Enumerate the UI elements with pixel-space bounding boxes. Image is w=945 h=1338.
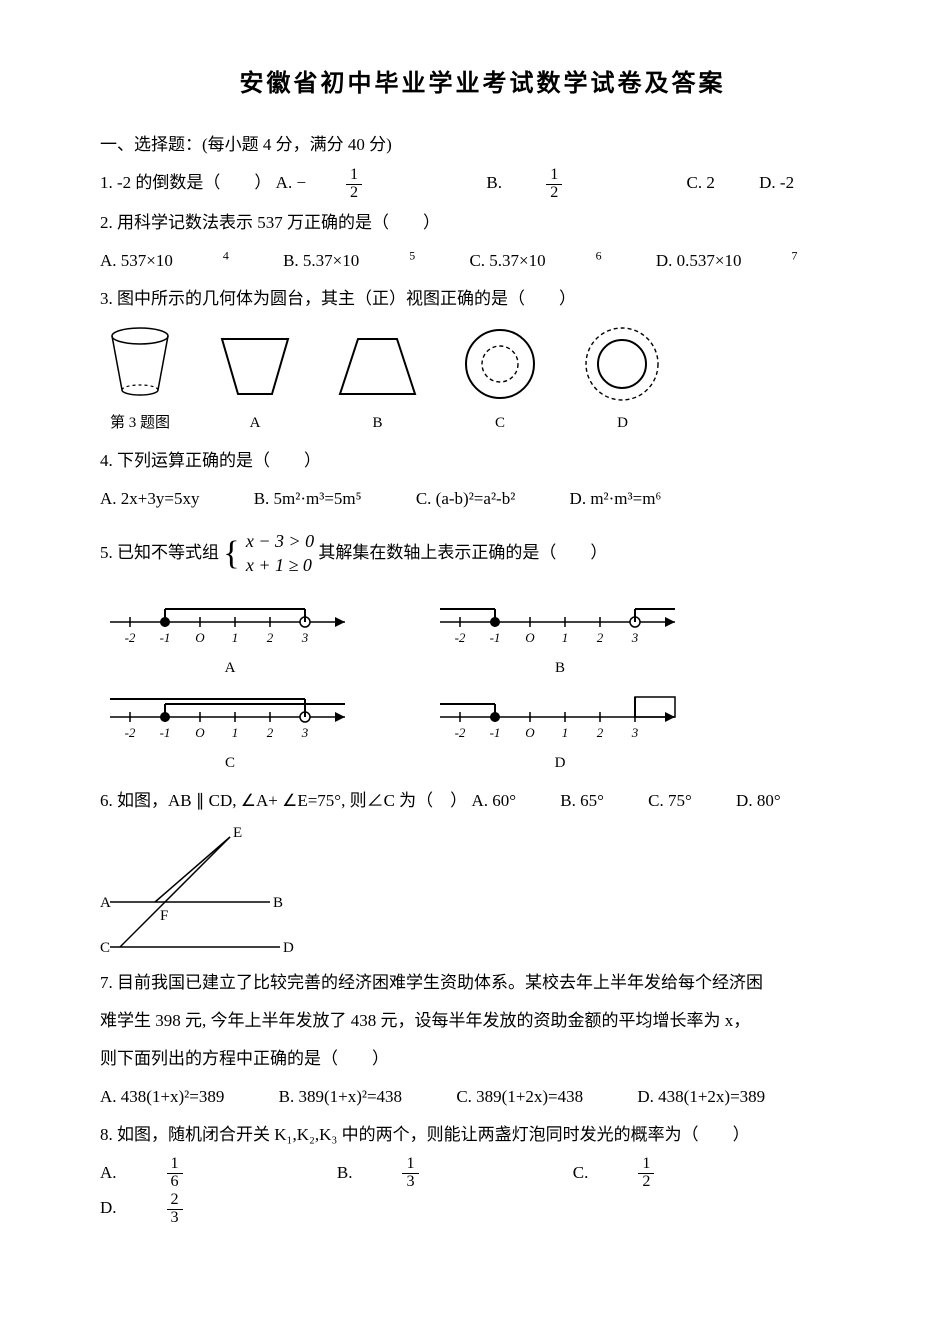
svg-text:2: 2 — [267, 630, 274, 645]
q4-choice-A: A. 2x+3y=5xy — [100, 482, 199, 516]
svg-text:1: 1 — [562, 725, 569, 740]
q5-row2: -2-1O 123 C -2-1O 123 D — [100, 689, 865, 778]
svg-text:1: 1 — [562, 630, 569, 645]
q6-figure: A B C D E F — [100, 822, 865, 962]
question-5-stem: 5. 已知不等式组 { x − 3 > 0 x + 1 ≥ 0 其解集在数轴上表… — [100, 520, 865, 588]
question-8-choices: A. 16 B. 13 C. 12 D. 23 — [100, 1156, 865, 1227]
q8-choice-D: D. 23 — [100, 1191, 283, 1227]
question-6: 6. 如图，AB ∥ CD, ∠A+ ∠E=75°, 则∠C 为（ ） A. 6… — [100, 784, 865, 818]
svg-text:E: E — [233, 825, 242, 841]
svg-text:-2: -2 — [455, 725, 466, 740]
question-2-stem: 2. 用科学记数法表示 537 万正确的是（ ） — [100, 206, 865, 240]
q4-choice-D: D. m²·m³=m⁶ — [570, 482, 662, 516]
q4-choice-C: C. (a-b)²=a²-b² — [416, 482, 515, 516]
section-heading: 一、选择题：(每小题 4 分，满分 40 分) — [100, 128, 865, 162]
q6-choice-B: B. 65° — [560, 791, 604, 810]
svg-text:B: B — [273, 895, 283, 911]
q5-choice-C-figure: -2-1O 123 C — [100, 689, 360, 778]
q6-choice-C: C. 75° — [648, 791, 692, 810]
q1-stem: 1. -2 的倒数是（ ） — [100, 173, 271, 192]
svg-text:3: 3 — [301, 630, 309, 645]
q6-choice-D: D. 80° — [736, 791, 781, 810]
q1-choice-C: C. 2 — [687, 173, 715, 192]
q7-choice-D: D. 438(1+2x)=389 — [637, 1080, 765, 1114]
q3-choice-B-figure: B — [330, 329, 425, 438]
svg-text:O: O — [195, 630, 205, 645]
q5-row1: -2-1O 123 A -2-1O 123 B — [100, 594, 865, 683]
page-title: 安徽省初中毕业学业考试数学试卷及答案 — [100, 60, 865, 108]
svg-text:-1: -1 — [160, 630, 171, 645]
q7-line1: 7. 目前我国已建立了比较完善的经济困难学生资助体系。某校去年上半年发给每个经济… — [100, 966, 865, 1000]
q5-choice-A-figure: -2-1O 123 A — [100, 594, 360, 683]
svg-text:1: 1 — [232, 630, 239, 645]
svg-text:-1: -1 — [490, 630, 501, 645]
svg-text:-2: -2 — [455, 630, 466, 645]
svg-text:O: O — [525, 630, 535, 645]
q6-choice-A: A. 60° — [471, 791, 516, 810]
q3-choice-C-figure: C — [455, 324, 545, 438]
q8-choice-A: A. 16 — [100, 1156, 283, 1192]
svg-text:D: D — [283, 940, 294, 956]
q1-choice-B: B. 12 — [486, 173, 646, 192]
q7-choice-A: A. 438(1+x)²=389 — [100, 1080, 224, 1114]
question-3-stem: 3. 图中所示的几何体为圆台，其主（正）视图正确的是（ ） — [100, 282, 865, 316]
q3-frustum-icon: 第 3 题图 — [100, 324, 180, 438]
svg-text:C: C — [100, 940, 110, 956]
svg-text:-2: -2 — [125, 725, 136, 740]
svg-text:1: 1 — [232, 725, 239, 740]
q3-choice-A-figure: A — [210, 329, 300, 438]
q2-choice-B: B. 5.37×105 — [283, 244, 415, 278]
q2-choice-C: C. 5.37×106 — [469, 244, 601, 278]
q1-choice-D: D. -2 — [759, 173, 794, 192]
q8-choice-B: B. 13 — [337, 1156, 519, 1192]
svg-text:2: 2 — [597, 725, 604, 740]
q1-choice-A: A. −12 — [276, 173, 447, 192]
svg-text:3: 3 — [301, 725, 309, 740]
svg-text:-1: -1 — [160, 725, 171, 740]
svg-text:-1: -1 — [490, 725, 501, 740]
q5-choice-B-figure: -2-1O 123 B — [430, 594, 690, 683]
brace-icon: { — [223, 520, 239, 588]
q7-choice-C: C. 389(1+2x)=438 — [456, 1080, 583, 1114]
svg-text:3: 3 — [631, 630, 639, 645]
question-4-stem: 4. 下列运算正确的是（ ） — [100, 444, 865, 478]
svg-text:F: F — [160, 908, 168, 924]
svg-text:O: O — [195, 725, 205, 740]
q4-choice-B: B. 5m²·m³=5m⁵ — [254, 482, 362, 516]
svg-text:2: 2 — [597, 630, 604, 645]
svg-text:A: A — [100, 895, 111, 911]
q7-line2: 难学生 398 元, 今年上半年发放了 438 元，设每半年发放的资助金额的平均… — [100, 1004, 865, 1038]
q5-choice-D-figure: -2-1O 123 D — [430, 689, 690, 778]
q2-choice-A: A. 537×104 — [100, 244, 229, 278]
q3-choice-D-figure: D — [575, 324, 670, 438]
svg-text:O: O — [525, 725, 535, 740]
question-8-stem: 8. 如图，随机闭合开关 K₁,K₂,K₃ 中的两个，则能让两盏灯泡同时发光的概… — [100, 1118, 865, 1152]
q8-choice-C: C. 12 — [573, 1156, 755, 1192]
svg-text:2: 2 — [267, 725, 274, 740]
svg-text:3: 3 — [631, 725, 639, 740]
q2-choice-D: D. 0.537×107 — [656, 244, 798, 278]
svg-text:-2: -2 — [125, 630, 136, 645]
question-2-choices: A. 537×104 B. 5.37×105 C. 5.37×106 D. 0.… — [100, 244, 865, 278]
question-4-choices: A. 2x+3y=5xy B. 5m²·m³=5m⁵ C. (a-b)²=a²-… — [100, 482, 865, 516]
q3-figures: 第 3 题图 A B C D — [100, 324, 865, 438]
q7-line3: 则下面列出的方程中正确的是（ ） — [100, 1042, 865, 1076]
q7-choice-B: B. 389(1+x)²=438 — [279, 1080, 402, 1114]
question-1: 1. -2 的倒数是（ ） A. −12 B. 12 C. 2 D. -2 — [100, 166, 865, 202]
question-7-choices: A. 438(1+x)²=389 B. 389(1+x)²=438 C. 389… — [100, 1080, 865, 1114]
